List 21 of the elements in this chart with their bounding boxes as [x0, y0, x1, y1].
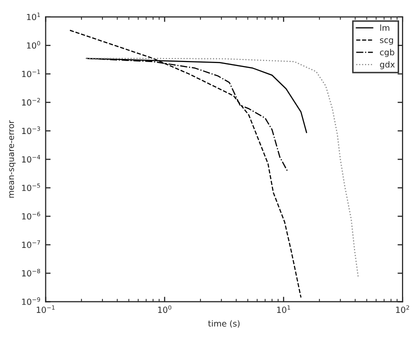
x-axis-title: time (s) — [208, 320, 240, 328]
x-tick-label: 10$^{1}$ — [277, 305, 290, 313]
y-tick-label: 10$^{−8}$ — [22, 268, 40, 276]
x-tick-label: 10$^{2}$ — [396, 305, 410, 313]
y-tick-label: 10$^{−6}$ — [22, 212, 40, 220]
y-tick-label: 10$^{−7}$ — [22, 240, 40, 248]
y-tick-label: 10$^{−1}$ — [22, 70, 40, 78]
y-axis-title: mean-square-error — [9, 120, 16, 198]
y-tick-label: 10$^{−4}$ — [22, 154, 40, 163]
x-tick-label: 10$^{0}$ — [158, 305, 172, 313]
legend-label: scg — [380, 38, 393, 45]
y-tick-label: 10$^{−2}$ — [22, 98, 40, 106]
legend-label: cgb — [380, 48, 394, 57]
y-tick-label: 10$^{1}$ — [27, 12, 40, 20]
y-tick-label: 10$^{−5}$ — [22, 183, 40, 192]
y-tick-label: 10$^{−9}$ — [22, 297, 40, 305]
legend-label: lm — [380, 24, 390, 31]
legend-label: gdx — [380, 61, 395, 70]
x-tick-label: 10$^{−1}$ — [36, 305, 55, 313]
y-tick-label: 10$^{−3}$ — [22, 126, 40, 134]
y-tick-label: 10$^{0}$ — [27, 41, 40, 49]
